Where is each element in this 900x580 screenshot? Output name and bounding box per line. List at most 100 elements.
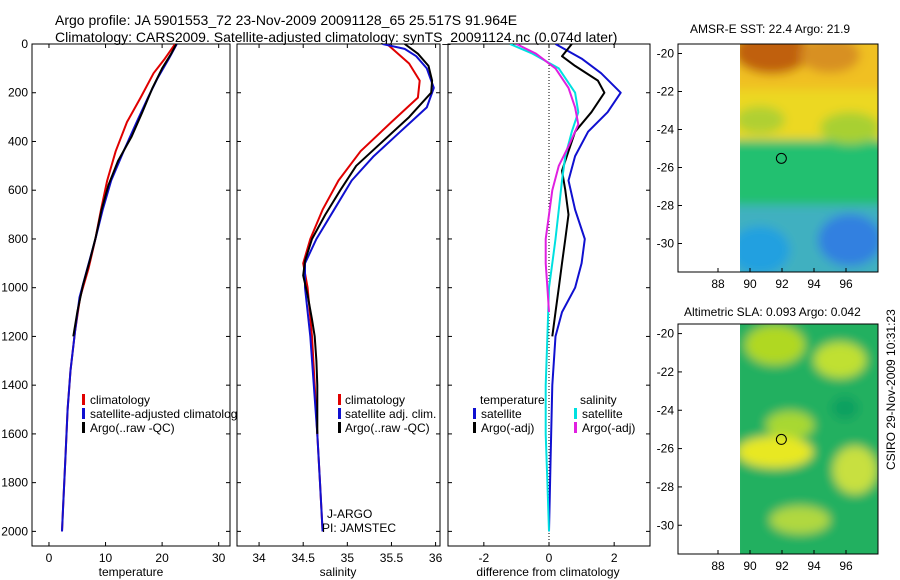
salinity-ticks: 34 34.5 35 35.5 36 (237, 43, 443, 565)
figure-title-line2: Climatology: CARS2009. Satellite-adjuste… (55, 29, 617, 45)
y-tick-label: 1600 (1, 427, 28, 441)
legend-label-argo: Argo(..raw -QC) (90, 421, 175, 435)
sla-map-ticks: 88 90 92 94 96 -20 -22 -24 -26 -28 -30 (657, 327, 853, 573)
legend-swatch-climatology (82, 394, 85, 405)
legend-label-satellite: satellite adj. clim. (345, 407, 436, 421)
map-y-tick-label: -30 (657, 237, 675, 251)
map-y-tick-label: -30 (657, 518, 675, 532)
y-tick-label: 1800 (1, 476, 28, 490)
legend-swatch-argo (338, 422, 341, 433)
legend-label-climatology: climatology (90, 393, 150, 407)
sla-high-2 (814, 342, 866, 378)
map-y-tick-label: -24 (657, 123, 675, 137)
map-x-tick-label: 92 (775, 559, 789, 573)
sla-map-frame (677, 323, 879, 555)
x-tick-label: 2 (611, 551, 618, 565)
series-line-temperature-satellite (548, 44, 622, 532)
x-tick-label: 0 (546, 551, 553, 565)
map-x-tick-label: 88 (711, 559, 725, 573)
temperature-legend: climatology satellite-adjusted climatolo… (82, 393, 237, 435)
x-tick-label: 0 (46, 551, 53, 565)
legend-swatch-argo (82, 422, 85, 433)
map-x-tick-label: 94 (807, 277, 821, 291)
map-x-tick-label: 88 (711, 277, 725, 291)
y-tick-label: 200 (8, 86, 28, 100)
sst-argo-marker (775, 152, 787, 164)
series-line-salinity-satellite (509, 44, 580, 532)
series-line-satellite-adj-clim- (304, 44, 435, 532)
legend-swatch-satellite (82, 408, 85, 419)
salinity-panel: 34 34.5 35 35.5 36 salinity climatology sate… (236, 43, 443, 579)
series-line-satellite-adjusted-climatolog (61, 44, 178, 532)
legend-heading-temperature: temperature (480, 393, 545, 407)
temperature-panel: 0 10 20 30 0 200 400 600 800 1000 1200 1400 1600 1800… (1, 37, 237, 579)
salinity-axes-frame (236, 43, 441, 547)
y-tick-label: 800 (8, 232, 28, 246)
series-line-climatology (302, 44, 421, 532)
sst-map-title: AMSR-E SST: 22.4 Argo: 21.9 (690, 22, 850, 36)
csiro-side-label: CSIRO 29-Nov-2009 10:31:23 (884, 309, 898, 470)
map-y-tick-label: -26 (657, 442, 675, 456)
x-tick-label: 35.5 (380, 551, 404, 565)
sla-low-1 (831, 396, 859, 420)
map-y-tick-label: -22 (657, 85, 675, 99)
map-x-tick-label: 92 (775, 277, 789, 291)
legend-label-temp-argo: Argo(-adj) (481, 421, 534, 435)
sst-map-frame (677, 43, 879, 273)
map-y-tick-label: -28 (657, 199, 675, 213)
sst-transition-2 (820, 112, 878, 144)
sla-yellow-band (740, 436, 813, 468)
sla-high-3 (766, 411, 814, 439)
difference-xlabel: difference from climatology (476, 565, 619, 579)
map-y-tick-label: -22 (657, 365, 675, 379)
figure-title-line1: Argo profile: JA 5901553_72 23-Nov-2009 … (55, 12, 517, 28)
y-tick-label: 1000 (1, 281, 28, 295)
sst-transition-1 (740, 106, 785, 134)
legend-label-climatology: climatology (345, 393, 405, 407)
difference-series (509, 44, 622, 532)
sst-warm-spot (800, 44, 860, 73)
sst-map-panel: AMSR-E SST: 22.4 Argo: 21.9 88 90 92 94 96 -2… (657, 22, 879, 292)
x-tick-label: 10 (99, 551, 113, 565)
legend-swatch-temp-argo (473, 422, 476, 433)
sla-field (740, 324, 878, 554)
y-tick-label: 1200 (1, 329, 28, 343)
x-tick-label: 34.5 (292, 551, 316, 565)
legend-swatch-temp-satellite (473, 408, 476, 419)
map-x-tick-label: 96 (839, 277, 853, 291)
x-tick-label: 20 (155, 551, 169, 565)
y-tick-label: 1400 (1, 378, 28, 392)
legend-swatch-sal-argo (574, 422, 577, 433)
legend-label-satellite: satellite-adjusted climatolog (90, 407, 237, 421)
series-line-salinity-argo-adj- (515, 44, 580, 313)
sst-map-ticks: 88 90 92 94 96 -20 -22 -24 -26 -28 -30 (657, 47, 853, 292)
annotation-j-argo: J-ARGO (327, 507, 372, 521)
map-x-tick-label: 96 (839, 559, 853, 573)
legend-heading-salinity: salinity (580, 393, 617, 407)
sla-map-title: Altimetric SLA: 0.093 Argo: 0.042 (684, 305, 861, 319)
map-x-tick-label: 90 (743, 277, 757, 291)
map-x-tick-label: 90 (743, 559, 757, 573)
annotation-pi-jamstec: PI: JAMSTEC (322, 521, 396, 535)
sla-argo-marker (775, 433, 787, 445)
temperature-series (61, 44, 178, 532)
x-tick-label: 34 (252, 551, 266, 565)
temperature-xlabel: temperature (99, 565, 164, 579)
salinity-series (302, 44, 435, 532)
difference-legend: temperature satellite Argo(-adj) salinit… (473, 393, 635, 435)
sla-high-5 (770, 506, 830, 534)
legend-swatch-satellite (338, 408, 341, 419)
legend-label-sal-argo: Argo(-adj) (582, 421, 635, 435)
legend-label-temp-satellite: satellite (481, 407, 522, 421)
series-line-argo-raw-qc- (72, 44, 178, 337)
x-tick-label: 35 (341, 551, 355, 565)
series-line-climatology (61, 44, 176, 532)
y-tick-label: 600 (8, 183, 28, 197)
map-y-tick-label: -20 (657, 47, 675, 61)
salinity-xlabel: salinity (320, 565, 357, 579)
x-tick-label: 36 (429, 551, 443, 565)
map-x-tick-label: 94 (807, 559, 821, 573)
sla-high-1 (745, 325, 805, 365)
sst-hot-spot (740, 44, 810, 74)
